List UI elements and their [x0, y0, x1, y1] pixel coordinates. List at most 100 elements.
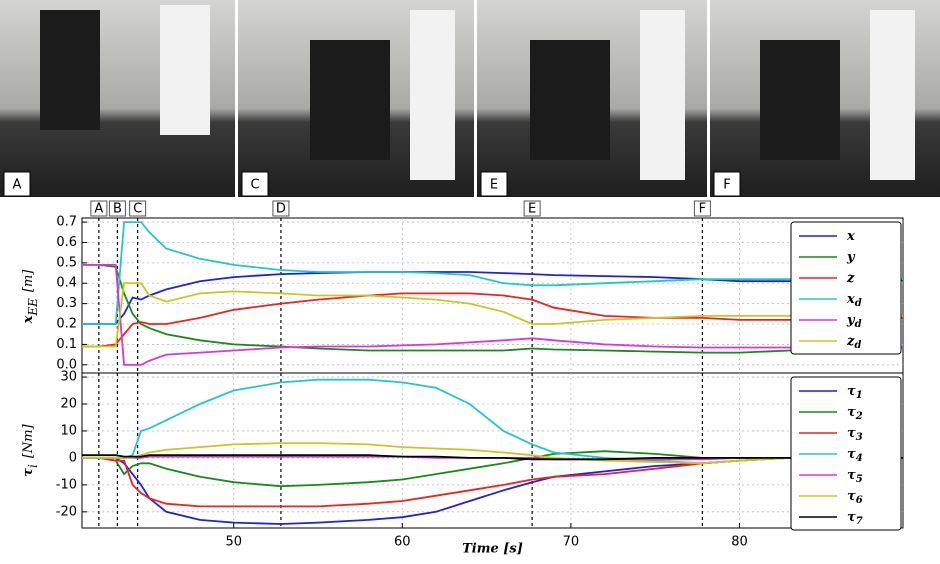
- legend-name: τ: [847, 510, 856, 525]
- y-tick-label: 10: [60, 423, 77, 438]
- event-label: E: [528, 202, 536, 217]
- person: [530, 40, 610, 160]
- y-tick-label: 0: [69, 450, 77, 465]
- robot: [160, 5, 210, 135]
- event-label-box: [90, 200, 108, 217]
- y-label-unit: [Nm]: [21, 423, 36, 458]
- series-line: [82, 457, 903, 508]
- legend-name: y: [846, 313, 856, 328]
- y-tick-label: 0.1: [56, 337, 77, 352]
- legend-sub: 2: [855, 411, 863, 422]
- legend-name: y: [846, 250, 856, 265]
- y-tick-label: 0.0: [56, 357, 77, 372]
- y-axis-label: τi [Nm]: [21, 423, 40, 476]
- person: [40, 10, 100, 130]
- legend-name: τ: [847, 384, 856, 399]
- legend-sub: d: [855, 298, 862, 309]
- legend-label: τ4: [847, 447, 863, 464]
- event-label-box: [108, 200, 126, 217]
- photo-label-box: [3, 171, 31, 197]
- legend-sub: 6: [856, 495, 863, 506]
- legend-label: x: [846, 229, 855, 244]
- legend-sub: 1: [856, 390, 863, 401]
- y-axis-label: xEE [m]: [21, 269, 40, 325]
- legend-box: [790, 221, 902, 355]
- legend-label: z: [846, 271, 855, 286]
- photo-label-box: [241, 171, 269, 197]
- legend-sub: d: [854, 340, 861, 351]
- series-line: [82, 264, 903, 354]
- legend-sub: 5: [856, 474, 863, 485]
- legend-label: τ5: [847, 468, 863, 485]
- y-tick-label: 0.5: [56, 255, 77, 270]
- legend-sub: 7: [856, 516, 863, 527]
- legend-label: τ3: [847, 426, 863, 443]
- event-label-box: [272, 200, 290, 217]
- person: [310, 40, 390, 160]
- series-line: [82, 221, 903, 325]
- legend-label: τ2: [847, 405, 863, 422]
- series-line: [82, 264, 903, 366]
- series-line: [82, 454, 903, 461]
- y-tick-label: 0.2: [56, 317, 77, 332]
- photo-label: A: [13, 178, 22, 193]
- event-label-box: [693, 200, 711, 217]
- legend-label: xd: [846, 292, 862, 309]
- photo-label: C: [250, 178, 259, 193]
- legend-name: x: [846, 292, 855, 307]
- legend-label: zd: [846, 334, 861, 351]
- legend-name: x: [846, 229, 855, 244]
- y-tick-label: 30: [60, 370, 77, 385]
- event-label: B: [113, 202, 122, 217]
- y-label-main: x: [21, 315, 36, 324]
- y-tick-label: -20: [56, 504, 77, 519]
- y-label-unit: [m]: [21, 269, 36, 292]
- legend-label: τ7: [847, 510, 863, 527]
- x-axis-label: Time [s]: [462, 542, 523, 557]
- legend-label: τ1: [847, 384, 863, 401]
- photo-label-box: [480, 171, 508, 197]
- x-tick-label: 70: [563, 535, 580, 550]
- legend-name: τ: [847, 468, 856, 483]
- person: [760, 40, 840, 160]
- legend-box: [790, 376, 902, 531]
- photo-strip: [0, 0, 940, 197]
- photo-label: F: [723, 178, 730, 193]
- robot: [870, 10, 915, 180]
- y-tick-label: 0.4: [56, 276, 77, 291]
- event-label: D: [276, 202, 286, 217]
- legend-sub: d: [855, 319, 862, 330]
- event-label-box: [129, 200, 147, 217]
- event-label: F: [699, 202, 706, 217]
- photo-label: E: [490, 178, 498, 193]
- series-line: [82, 292, 903, 348]
- plot-area: [81, 217, 904, 376]
- y-tick-label: 0.6: [56, 235, 77, 250]
- legend-sub: 3: [856, 432, 863, 443]
- x-tick-label: 60: [394, 535, 411, 550]
- y-label-main: τ: [21, 468, 36, 477]
- legend-name: z: [846, 334, 855, 349]
- legend-label: yd: [846, 313, 862, 330]
- event-label-box: [523, 200, 541, 217]
- y-label-sub: EE: [26, 298, 40, 317]
- series-line: [82, 282, 903, 348]
- legend-name: τ: [847, 426, 856, 441]
- y-tick-label: -10: [56, 477, 77, 492]
- legend-name: τ: [847, 405, 856, 420]
- event-label: C: [133, 202, 142, 217]
- robot: [640, 10, 685, 180]
- legend-name: τ: [847, 447, 856, 462]
- y-tick-label: 0.7: [56, 215, 77, 230]
- legend-name: z: [846, 271, 855, 286]
- legend-label: y: [846, 250, 856, 265]
- photo-label-box: [713, 171, 741, 197]
- plot-area: [81, 372, 904, 529]
- x-tick-label: 50: [225, 535, 242, 550]
- legend-sub: 4: [856, 453, 863, 464]
- y-label-sub: i: [26, 464, 40, 468]
- robot: [410, 10, 455, 180]
- y-tick-label: 0.3: [56, 296, 77, 311]
- y-tick-label: 20: [60, 397, 77, 412]
